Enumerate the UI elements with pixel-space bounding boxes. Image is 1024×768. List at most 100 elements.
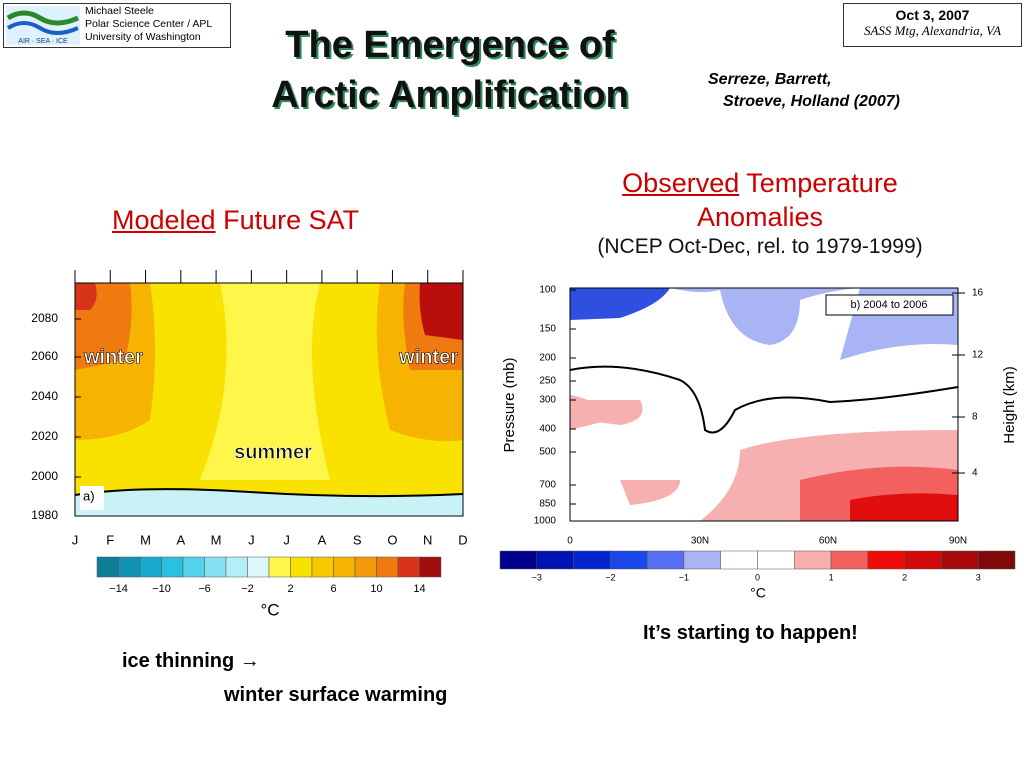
line: Stroeve, Holland (2007) (723, 93, 900, 110)
colorbar-label: −2 (605, 572, 615, 582)
colorbar-cell (794, 550, 832, 570)
colorbar-cell (941, 550, 979, 570)
y2-tick-label: 4 (972, 468, 978, 479)
colorbar-label: −3 (532, 572, 542, 582)
logo-text: AIR · SEA · ICE (18, 38, 68, 45)
colorbar-cell (182, 556, 205, 578)
x-tick-label: A (318, 532, 327, 547)
x-tick-label: O (387, 532, 397, 547)
colorbar-unit: °C (260, 600, 279, 619)
y-tick-label: 2040 (31, 389, 58, 403)
colorbar-label: −14 (109, 583, 128, 595)
subheading: (NCEP Oct-Dec, rel. to 1979-1999) (597, 235, 923, 258)
y-tick-label: 1980 (31, 508, 58, 522)
colorbar-label: −1 (679, 572, 689, 582)
footer-line: winter surface warming (224, 684, 448, 706)
colorbar-cell (610, 550, 648, 570)
colorbar-label: −2 (241, 583, 254, 595)
y2-axis-label: Height (km) (1001, 366, 1018, 444)
region-label: winter (398, 346, 458, 368)
colorbar-cell (683, 550, 721, 570)
note: It’s starting to happen! (643, 622, 858, 644)
line: Polar Science Center / APL (85, 18, 213, 30)
date: Oct 3, 2007 (895, 7, 970, 23)
colorbar-cell (867, 550, 905, 570)
y2-tick-label: 16 (972, 288, 984, 299)
colorbar-label: −6 (198, 583, 211, 595)
colorbar-cell (573, 550, 611, 570)
x-tick-label: A (176, 532, 185, 547)
line: Serreze, Barrett, (708, 71, 832, 88)
title-line: Arctic Amplification (271, 74, 629, 116)
colorbar-cell (311, 556, 334, 578)
y-tick-label: 400 (539, 424, 556, 435)
colorbar-cell (419, 556, 442, 578)
colorbar-cell (118, 556, 141, 578)
y-tick-label: 2080 (31, 311, 58, 325)
y-tick-label: 700 (539, 480, 556, 491)
colorbar-cell (720, 550, 758, 570)
line: University of Washington (85, 31, 201, 43)
y-tick-label: 500 (539, 447, 556, 458)
x-tick-label: S (353, 532, 362, 547)
colorbar-cell (290, 556, 313, 578)
citation: Serreze, Barrett, Stroeve, Holland (2007… (708, 69, 900, 113)
colorbar-label: 10 (370, 583, 382, 595)
affiliation: Michael Steele Polar Science Center / AP… (85, 5, 212, 44)
colorbar-label: 1 (829, 572, 834, 582)
colorbar-cell (354, 556, 377, 578)
colorbar-label: 6 (330, 583, 336, 595)
y2-tick-label: 8 (972, 412, 978, 423)
colorbar-label: 2 (902, 572, 907, 582)
x-tick-label: F (106, 532, 114, 547)
y-tick-label: 200 (539, 353, 556, 364)
x-tick-label: D (458, 532, 467, 547)
colorbar-cell (204, 556, 227, 578)
x-tick-label: 90N (949, 536, 967, 547)
title-line: The Emergence of (285, 24, 615, 66)
region-label: winter (83, 346, 143, 368)
y-tick-label: 2000 (31, 469, 58, 483)
y-tick-label: 1000 (534, 516, 557, 527)
colorbar-cell (499, 550, 538, 570)
colorbar-cell (977, 550, 1016, 570)
y-tick-label: 2060 (31, 349, 58, 363)
y-tick-label: 100 (539, 285, 556, 296)
colorbar-cell (139, 556, 162, 578)
underlined: Modeled (112, 205, 216, 235)
colorbar-cell (96, 556, 119, 578)
y-tick-label: 150 (539, 324, 556, 335)
underlined: Observed (622, 168, 740, 198)
panel-label: a) (83, 488, 95, 503)
colorbar-cell (397, 556, 420, 578)
colorbar-cell (247, 556, 270, 578)
left-heading: Modeled Future SAT (112, 205, 359, 236)
x-tick-label: J (72, 532, 79, 547)
y2-tick-label: 12 (972, 350, 984, 361)
colorbar-cell (757, 550, 795, 570)
meeting-box: Oct 3, 2007 SASS Mtg, Alexandria, VA (843, 3, 1022, 47)
panel-label: b) 2004 to 2006 (850, 299, 927, 311)
y-tick-label: 300 (539, 395, 556, 406)
x-tick-label: J (248, 532, 255, 547)
y-tick-label: 250 (539, 376, 556, 387)
colorbar-cell (536, 550, 574, 570)
colorbar-cell (830, 550, 869, 570)
x-tick-label: N (423, 532, 432, 547)
logo-box: AIR · SEA · ICE Michael Steele Polar Sci… (3, 3, 231, 48)
colorbar-cell (333, 556, 356, 578)
right-heading: Observed Temperature Anomalies (NCEP Oct… (540, 166, 980, 260)
colorbar-cell (904, 550, 942, 570)
colorbar-label: 14 (413, 583, 425, 595)
title: The Emergence of Arctic Amplification (200, 20, 700, 120)
heading: Anomalies (696, 202, 824, 232)
colorbar-cell (161, 556, 184, 578)
colorbar-cell (225, 556, 248, 578)
y-tick-label: 2020 (31, 429, 58, 443)
y-tick-label: 850 (539, 499, 556, 510)
x-tick-label: J (283, 532, 290, 547)
colorbar-unit: °C (750, 585, 766, 601)
x-tick-label: M (140, 532, 151, 547)
